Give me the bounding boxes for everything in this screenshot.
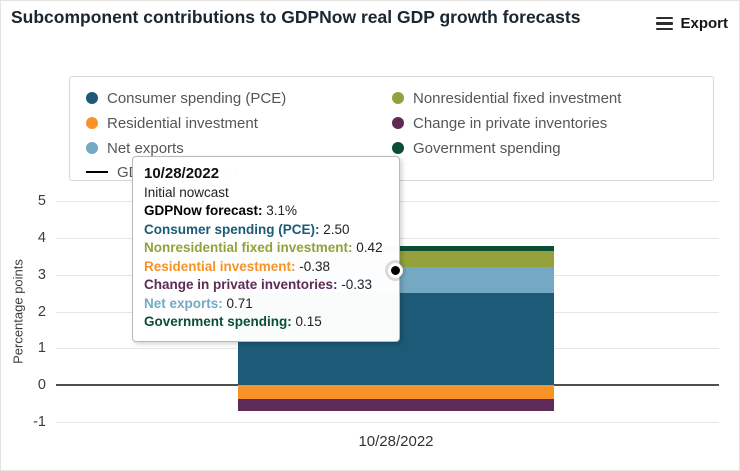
export-menu-icon [656, 16, 674, 31]
tooltip-row-consumer-spending-pce: Consumer spending (PCE): 2.50 [144, 221, 350, 237]
y-tick-label-2: 2 [37, 303, 46, 320]
y-tick-label-5: 5 [37, 193, 46, 209]
legend-item-label: Net exports [107, 139, 184, 157]
gridline-y--1 [56, 422, 719, 423]
legend-item-consumer-spending-pce[interactable]: Consumer spending (PCE) [86, 88, 286, 108]
legend-item-residential-investment[interactable]: Residential investment [86, 113, 258, 133]
tooltip-row-change-in-private-inventories: Change in private inventories: -0.33 [144, 277, 373, 292]
legend-circle-marker [86, 142, 98, 154]
export-label: Export [680, 15, 728, 32]
tooltip-row-government-spending: Government spending: 0.15 [144, 314, 322, 329]
legend-item-nonresidential-fixed-investment[interactable]: Nonresidential fixed investment [392, 88, 621, 108]
y-axis-title: Percentage points [10, 259, 26, 364]
legend-circle-marker [392, 92, 404, 104]
tooltip-row-net-exports: Net exports: 0.71 [144, 295, 253, 311]
tooltip: 10/28/2022 Initial nowcast GDPNow foreca… [132, 156, 400, 342]
x-axis-label: 10/28/2022 [358, 433, 434, 450]
legend-item-label: Consumer spending (PCE) [107, 89, 287, 107]
legend-item-label: Residential investment [107, 114, 258, 132]
export-button[interactable]: Export [656, 15, 728, 32]
y-tick-label-0: 0 [37, 377, 46, 394]
legend-item-label: Change in private inventories [413, 114, 608, 132]
tooltip-rows: GDPNow forecast: 3.1% Consumer spending (… [144, 202, 388, 332]
y-tick-label--1: -1 [33, 414, 46, 430]
legend-item-change-in-private-inventories[interactable]: Change in private inventories [392, 113, 607, 133]
legend-line-marker [86, 170, 108, 174]
legend-item-label: Government spending [413, 139, 561, 157]
tooltip-date: 10/28/2022 [144, 165, 220, 182]
tooltip-row-nonresidential-fixed-investment: Nonresidential fixed investment: 0.42 [144, 240, 383, 255]
tooltip-row-gdpnow-forecast: GDPNow forecast: 3.1% [144, 203, 298, 218]
legend-circle-marker [86, 117, 98, 129]
legend-circle-marker [86, 92, 98, 104]
y-tick-label-4: 4 [37, 229, 46, 246]
legend-circle-marker [392, 117, 404, 129]
chart-title: Subcomponent contributions to GDPNow rea… [11, 7, 581, 27]
bar-segment-change-in-private-inventories[interactable] [238, 399, 554, 412]
legend-item-government-spending[interactable]: Government spending [392, 138, 561, 158]
y-tick-label-3: 3 [37, 266, 46, 283]
legend-circle-marker [392, 142, 404, 154]
y-tick-label-1: 1 [37, 340, 46, 357]
tooltip-subtitle: Initial nowcast [144, 185, 229, 200]
legend-item-net-exports[interactable]: Net exports [86, 138, 184, 158]
tooltip-row-residential-investment: Residential investment: -0.38 [144, 258, 331, 274]
legend-item-label: Nonresidential fixed investment [413, 89, 622, 107]
bar-segment-residential-investment[interactable] [238, 385, 554, 400]
gdpnow-forecast-marker[interactable] [388, 262, 403, 278]
